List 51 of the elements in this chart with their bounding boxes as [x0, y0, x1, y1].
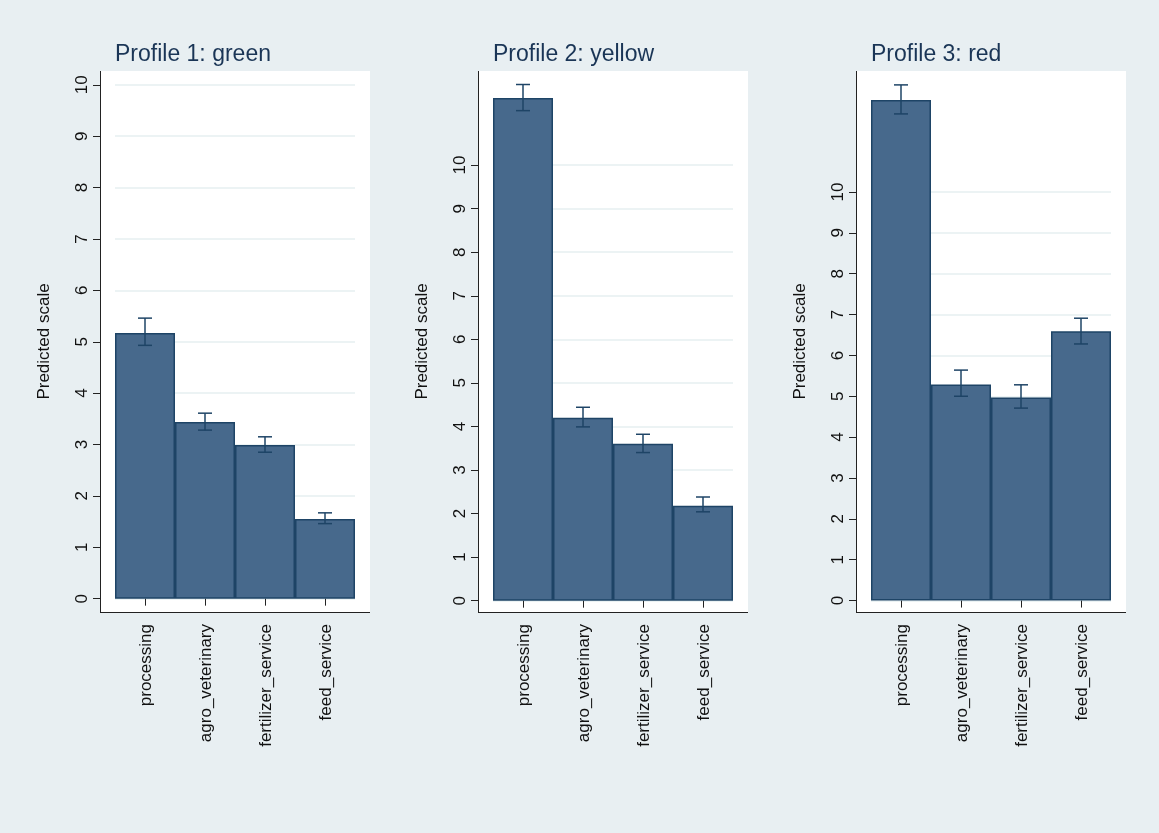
x-tick-label: fertilizer_service: [1011, 624, 1031, 747]
y-tick-label: 9: [828, 228, 847, 238]
y-tick-label: 10: [828, 182, 847, 202]
y-tick-label: 7: [828, 309, 847, 320]
y-tick-label: 0: [72, 593, 91, 604]
y-axis-title: Predicted scale: [790, 283, 809, 400]
y-tick-label: 8: [450, 247, 469, 257]
x-tick-label: processing: [135, 624, 155, 707]
x-tick-label: feed_service: [315, 624, 335, 721]
chart-title: Profile 2: yellow: [493, 39, 655, 66]
x-tick-label: fertilizer_service: [633, 624, 653, 747]
y-tick-label: 8: [828, 268, 847, 279]
y-tick-label: 1: [450, 552, 469, 562]
y-tick-label: 5: [72, 337, 91, 347]
y-tick-label: 5: [828, 391, 847, 401]
x-tick-label: agro_veterinary: [573, 623, 593, 743]
chart-title: Profile 1: green: [115, 39, 271, 66]
y-axis-title: Predicted scale: [412, 283, 431, 400]
x-tick-label: fertilizer_service: [255, 624, 275, 747]
y-tick-label: 6: [828, 350, 847, 361]
y-tick-label: 3: [450, 465, 469, 475]
y-tick-label: 4: [450, 421, 469, 432]
y-tick-label: 6: [72, 285, 91, 296]
x-tick-label: agro_veterinary: [951, 623, 971, 743]
y-tick-label: 2: [450, 508, 469, 519]
y-tick-label: 7: [72, 234, 91, 244]
y-tick-label: 0: [828, 595, 847, 606]
y-tick-label: 9: [450, 203, 469, 214]
x-tick-label: agro_veterinary: [195, 623, 215, 743]
y-tick-label: 10: [72, 75, 91, 95]
y-tick-label: 8: [72, 182, 91, 193]
y-tick-label: 6: [450, 334, 469, 345]
y-tick-label: 3: [72, 439, 91, 450]
y-tick-label: 1: [828, 554, 847, 565]
y-tick-label: 2: [72, 491, 91, 501]
y-tick-label: 9: [72, 131, 91, 141]
y-tick-label: 3: [828, 473, 847, 483]
y-tick-label: 1: [72, 542, 91, 552]
x-tick-label: feed_service: [1071, 624, 1091, 721]
y-tick-label: 0: [450, 595, 469, 606]
x-tick-label: processing: [891, 624, 911, 707]
y-tick-label: 7: [450, 291, 469, 301]
y-tick-label: 10: [450, 155, 469, 175]
chart-title: Profile 3: red: [871, 39, 1002, 66]
y-tick-label: 4: [828, 432, 847, 442]
y-tick-label: 2: [828, 514, 847, 524]
x-tick-label: processing: [513, 624, 533, 707]
y-tick-label: 5: [450, 378, 469, 388]
x-tick-label: feed_service: [693, 624, 713, 721]
y-tick-label: 4: [72, 388, 91, 398]
y-axis-title: Predicted scale: [34, 283, 53, 400]
